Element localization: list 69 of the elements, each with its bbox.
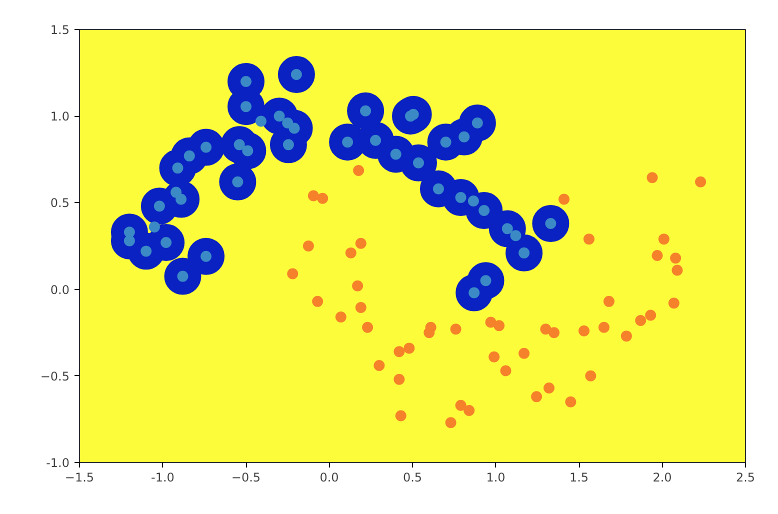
point: [544, 382, 555, 394]
y-tick-label: 0.5: [50, 196, 70, 210]
point: [672, 264, 683, 276]
x-tick-label: −0.5: [231, 470, 261, 484]
point: [620, 330, 632, 342]
point: [548, 327, 560, 338]
point: [488, 351, 500, 362]
point: [598, 322, 610, 333]
point: [646, 172, 658, 184]
point: [494, 320, 505, 332]
point: [362, 322, 374, 333]
point: [317, 192, 328, 204]
y-tick-label: -1.0: [46, 456, 70, 470]
point: [335, 312, 346, 322]
point: [645, 310, 656, 321]
x-tick-label: 2.5: [736, 470, 756, 484]
point: [668, 298, 680, 309]
point: [312, 296, 324, 307]
x-tick-label: 0.0: [320, 470, 339, 484]
x-tick-label: 0.5: [402, 470, 422, 484]
x-tick-label: 1.0: [486, 470, 506, 484]
x-tick-label: −1.5: [64, 470, 94, 484]
point: [395, 410, 406, 422]
point: [288, 122, 300, 134]
y-tick-label: 1.5: [50, 23, 70, 37]
point: [518, 348, 530, 359]
point: [670, 252, 682, 264]
point: [603, 296, 614, 307]
point: [394, 346, 405, 358]
point: [450, 324, 462, 335]
point: [424, 327, 435, 338]
y-tick-label: 0.0: [50, 282, 70, 297]
point: [695, 176, 706, 188]
point: [352, 280, 364, 292]
point: [374, 360, 385, 371]
point: [308, 190, 319, 202]
point: [468, 195, 479, 206]
point: [578, 325, 590, 336]
point: [345, 247, 356, 258]
point: [540, 324, 552, 335]
point: [302, 240, 314, 252]
point: [404, 342, 415, 354]
x-tick-label: 1.5: [569, 470, 589, 484]
point: [445, 417, 456, 428]
y-tick-label: 1.0: [50, 110, 70, 124]
point: [635, 314, 646, 326]
point: [531, 391, 542, 402]
point: [558, 194, 570, 205]
point: [565, 396, 576, 408]
y-tick-label: −0.5: [40, 369, 70, 384]
point: [455, 400, 466, 411]
point: [464, 405, 475, 416]
point: [510, 230, 522, 242]
point: [124, 226, 135, 238]
point: [583, 234, 594, 245]
point: [148, 221, 160, 232]
point: [500, 365, 512, 376]
point: [255, 116, 266, 127]
point: [355, 238, 366, 249]
point: [652, 250, 663, 262]
point: [287, 268, 298, 280]
point: [394, 374, 405, 385]
point: [658, 234, 670, 245]
x-tick-label: -1.0: [151, 470, 174, 484]
point: [355, 302, 366, 313]
point: [585, 370, 596, 382]
point: [353, 164, 364, 176]
point: [124, 235, 135, 246]
x-tick-label: 2.0: [652, 470, 672, 484]
